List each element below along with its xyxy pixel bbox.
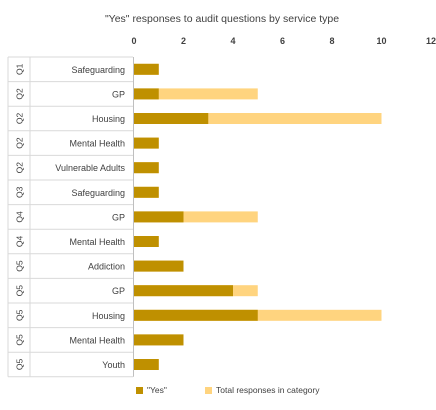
x-tick-label: 6 <box>280 36 285 46</box>
category-group-label: Q5 <box>14 334 24 346</box>
category-label: Housing <box>92 311 125 321</box>
category-group-label: Q2 <box>14 88 24 100</box>
legend-label: "Yes" <box>147 385 167 395</box>
category-label: Vulnerable Adults <box>55 163 125 173</box>
category-group-label: Q5 <box>14 285 24 297</box>
legend-swatch <box>136 387 143 394</box>
category-label: GP <box>112 286 125 296</box>
bar-yes <box>134 334 184 346</box>
bar-yes <box>134 309 258 321</box>
bar-yes <box>134 211 184 223</box>
x-tick-label: 12 <box>426 36 436 46</box>
x-tick-label: 0 <box>131 36 136 46</box>
bar-yes <box>134 186 159 198</box>
category-group-label: Q4 <box>14 211 24 223</box>
category-group-label: Q2 <box>14 137 24 149</box>
bar-yes <box>134 359 159 370</box>
bar-yes <box>134 260 184 272</box>
bar-yes <box>134 236 159 247</box>
bars <box>134 63 382 370</box>
category-group-label: Q2 <box>14 162 24 174</box>
category-label: GP <box>112 212 125 222</box>
category-group-label: Q3 <box>14 186 24 198</box>
legend-swatch <box>205 387 212 394</box>
category-group-label: Q5 <box>14 309 24 321</box>
bar-total <box>134 113 382 124</box>
bar-yes <box>134 162 159 174</box>
bar-total <box>134 211 258 223</box>
bar-yes <box>134 88 159 100</box>
category-labels: Q1 Safeguarding Q2 GP Q2 Housing Q2 Mental Heal… <box>7 56 134 378</box>
category-label: Mental Health <box>69 335 125 345</box>
bar-yes <box>134 113 209 124</box>
category-label: Mental Health <box>69 237 125 247</box>
category-label: Mental Health <box>69 139 125 149</box>
x-tick-label: 8 <box>329 36 334 46</box>
chart-title: "Yes" responses to audit questions by se… <box>105 13 339 25</box>
category-label: Housing <box>92 114 125 124</box>
x-tick-label: 10 <box>376 36 386 46</box>
category-label: GP <box>112 89 125 99</box>
category-group-label: Q1 <box>14 63 24 75</box>
category-label: Safeguarding <box>71 65 125 75</box>
category-group-label: Q5 <box>14 359 24 371</box>
x-tick-label: 2 <box>181 36 186 46</box>
category-label: Youth <box>102 360 125 370</box>
bar-yes <box>134 285 233 297</box>
category-label: Addiction <box>88 262 125 272</box>
category-group-label: Q5 <box>14 260 24 272</box>
category-group-label: Q4 <box>14 236 24 248</box>
legend-label: Total responses in category <box>216 385 320 395</box>
bar-yes <box>134 137 159 149</box>
x-axis-ticks: 0 2 4 6 8 10 12 <box>131 36 436 46</box>
x-tick-label: 4 <box>230 36 235 46</box>
category-label: Safeguarding <box>71 188 125 198</box>
bar-yes <box>134 63 159 75</box>
legend: "Yes" Total responses in category <box>136 385 320 395</box>
bar-total <box>134 88 258 100</box>
category-group-label: Q2 <box>14 113 24 125</box>
